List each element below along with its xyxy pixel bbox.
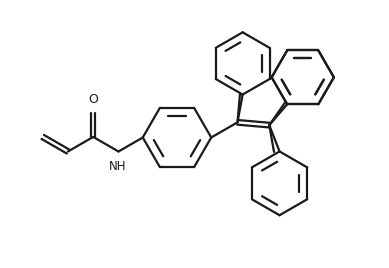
Text: NH: NH — [109, 160, 126, 173]
Text: O: O — [88, 93, 98, 106]
